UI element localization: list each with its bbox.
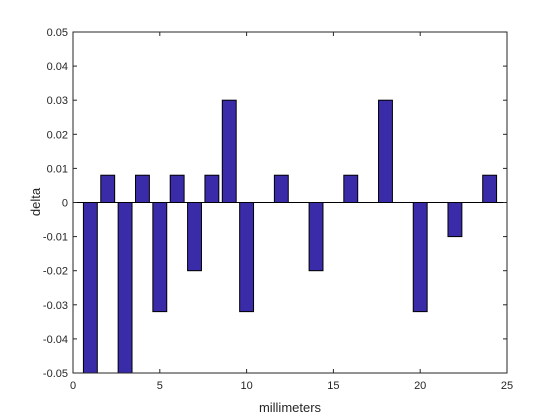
x-tick-label: 5 xyxy=(157,380,163,392)
bar xyxy=(117,202,133,374)
bar xyxy=(134,174,150,204)
y-tick-label: -0.04 xyxy=(43,334,68,346)
x-tick-label: 25 xyxy=(501,380,513,392)
x-tick-label: 0 xyxy=(70,380,76,392)
bar xyxy=(187,202,202,272)
y-tick-label: 0.02 xyxy=(47,129,68,141)
bar xyxy=(152,202,168,313)
bar xyxy=(482,174,498,204)
bar xyxy=(378,99,393,203)
x-ticks-group: 0 5 10 15 20 25 xyxy=(70,32,513,392)
bar xyxy=(169,174,185,204)
y-tick-label: -0.03 xyxy=(43,300,68,312)
y-tick-label: 0.05 xyxy=(47,27,68,39)
bar xyxy=(204,174,220,204)
y-tick-label: 0.01 xyxy=(47,163,68,175)
bars-group xyxy=(82,99,498,374)
x-tick-label: 15 xyxy=(327,380,339,392)
y-axis-label: delta xyxy=(28,187,43,216)
bar xyxy=(239,202,255,313)
bar xyxy=(82,202,98,374)
bar xyxy=(343,174,359,204)
x-axis-label: millimeters xyxy=(259,400,322,415)
bar xyxy=(273,174,289,204)
bar xyxy=(221,99,237,203)
x-tick-label: 20 xyxy=(414,380,426,392)
y-tick-label: -0.05 xyxy=(43,368,68,380)
y-tick-label: 0 xyxy=(62,198,68,210)
y-tick-label: 0.03 xyxy=(47,95,68,107)
bar xyxy=(447,202,463,238)
x-tick-label: 10 xyxy=(240,380,252,392)
y-ticks-group: -0.05 -0.04 -0.03 -0.02 -0.01 0 0.01 0.02 0.03 0.… xyxy=(43,27,507,380)
y-tick-label: -0.01 xyxy=(43,232,68,244)
y-tick-label: -0.02 xyxy=(43,266,68,278)
y-tick-label: 0.04 xyxy=(47,61,68,73)
bar xyxy=(100,174,116,204)
bar xyxy=(308,202,324,272)
bar xyxy=(412,202,428,313)
